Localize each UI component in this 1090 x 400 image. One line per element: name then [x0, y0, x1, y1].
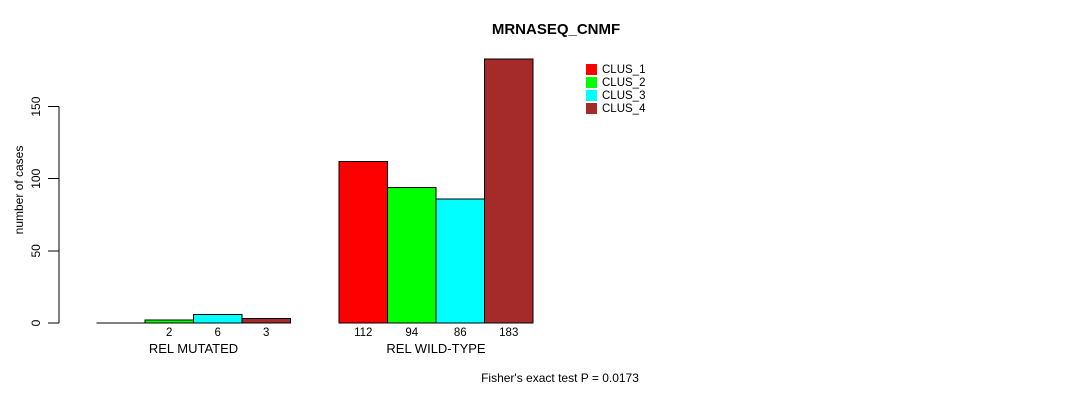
- legend-swatch-clus_2: [586, 77, 597, 88]
- y-axis-title: number of cases: [12, 146, 26, 235]
- bar-value-label: 2: [166, 327, 172, 339]
- legend-item: CLUS_2: [586, 76, 645, 89]
- legend-label: CLUS_3: [602, 89, 646, 102]
- legend-label: CLUS_2: [602, 76, 646, 89]
- category-label: REL MUTATED: [149, 341, 238, 356]
- bar-clus_2-group2: [387, 186, 437, 324]
- bar-value-label: 183: [499, 327, 518, 339]
- y-tick-label: 50: [29, 244, 43, 258]
- chart-title: MRNASEQ_CNMF: [491, 21, 621, 38]
- legend-item: CLUS_1: [586, 63, 645, 76]
- legend-item: CLUS_3: [586, 89, 645, 102]
- bar-value-label: 112: [354, 327, 372, 339]
- y-tick-label: 0: [29, 319, 43, 326]
- legend-swatch-clus_1: [586, 64, 597, 75]
- annotation-text: Fisher's exact test P = 0.0173: [481, 371, 639, 385]
- bar-clus_3-group1: [193, 313, 243, 324]
- bar-value-label: 3: [263, 327, 269, 339]
- y-tick-label: 150: [29, 96, 43, 116]
- bar-value-label: 6: [215, 327, 221, 339]
- legend-item: CLUS_4: [586, 102, 645, 115]
- legend: CLUS_1 CLUS_2 CLUS_3 CLUS_4: [586, 63, 645, 115]
- category-label: REL WILD-TYPE: [386, 341, 486, 356]
- legend-swatch-clus_3: [586, 90, 597, 101]
- bar-value-label: 86: [454, 327, 467, 339]
- bar-value-label: 94: [405, 327, 418, 339]
- bar-clus_1-group2: [338, 160, 388, 324]
- legend-label: CLUS_1: [602, 63, 646, 76]
- bar-clus_2-group1: [144, 319, 194, 324]
- bar-clus_4-group1: [241, 318, 291, 324]
- legend-swatch-clus_4: [586, 103, 597, 114]
- bar-clus_4-group2: [484, 58, 534, 324]
- y-tick-label: 100: [29, 168, 43, 188]
- legend-label: CLUS_4: [602, 102, 646, 115]
- bar-clus_3-group2: [435, 198, 485, 324]
